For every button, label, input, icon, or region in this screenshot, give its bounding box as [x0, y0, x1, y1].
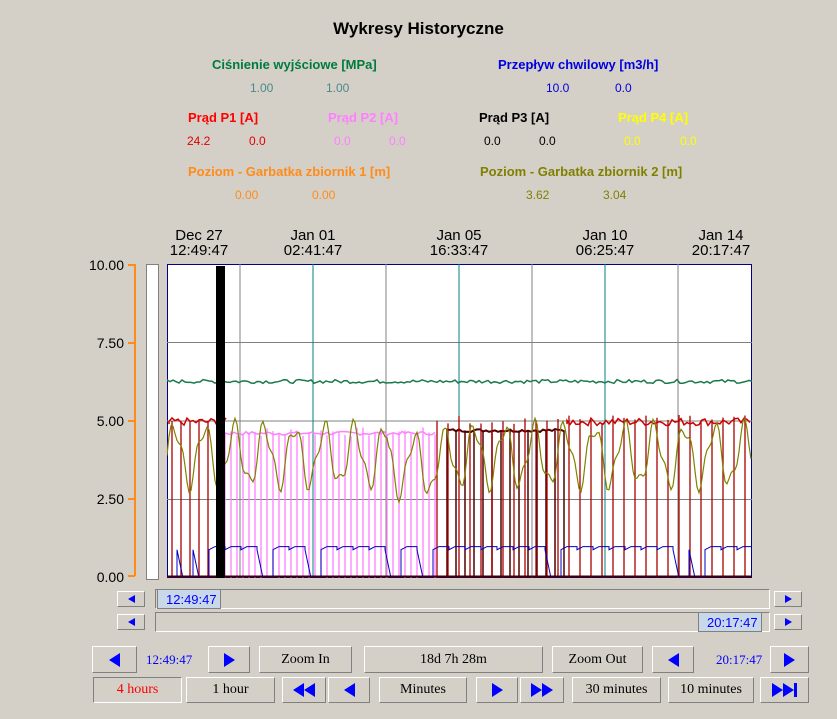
time-span-display: 18d 7h 28m	[364, 646, 543, 673]
arrow-right-icon	[772, 683, 783, 697]
p1-value-1: 24.2	[187, 134, 211, 148]
pressure-value-1: 1.00	[250, 81, 274, 95]
level1-value-1: 0.00	[235, 188, 259, 202]
y-tick-0: 0.00	[96, 569, 124, 585]
bar-icon	[794, 683, 797, 697]
cursor-bar	[216, 266, 225, 578]
x-tick-4: Jan 10 06:25:47	[575, 227, 635, 259]
x-tick-2: Jan 01 02:41:47	[283, 227, 343, 259]
legend-p3: Prąd P3 [A]	[479, 110, 550, 125]
arrow-right-icon	[784, 652, 795, 667]
pressure-value-2: 1.00	[326, 81, 350, 95]
p3-value-2: 0.0	[539, 134, 556, 148]
scroll-end-left-button[interactable]	[117, 614, 145, 630]
arrow-right-icon	[223, 652, 235, 667]
scroll-end-right-button[interactable]	[774, 614, 802, 630]
y-scale-slider[interactable]	[146, 264, 159, 580]
arrow-left-icon	[109, 652, 120, 667]
y-axis	[128, 264, 136, 577]
arrow-right-icon	[542, 683, 553, 697]
step-back-button[interactable]	[328, 677, 370, 703]
series	[167, 266, 752, 578]
arrow-right-icon	[783, 683, 794, 697]
end-forward-button[interactable]	[770, 646, 809, 673]
step-forward-button[interactable]	[476, 677, 518, 703]
arrow-right-icon	[531, 683, 542, 697]
minutes-button[interactable]: Minutes	[379, 677, 467, 703]
arrow-right-icon	[491, 683, 503, 697]
level2-value-1: 3.62	[526, 188, 550, 202]
y-tick-2-5: 2.50	[96, 491, 124, 507]
zoom-out-button[interactable]: Zoom Out	[552, 646, 643, 673]
history-chart[interactable]	[167, 264, 752, 578]
scroll-start-left-button[interactable]	[117, 591, 145, 607]
series-p3-spikes	[446, 430, 565, 578]
p2-value-2: 0.0	[389, 134, 406, 148]
y-tick-10: 10.00	[88, 257, 124, 273]
legend-p4: Prąd P4 [A]	[618, 110, 689, 125]
end-back-button[interactable]	[652, 646, 694, 673]
y-tick-7-5: 7.50	[96, 335, 124, 351]
x-tick-1: Dec 27 12:49:47	[169, 227, 229, 259]
arrow-left-icon	[304, 683, 315, 697]
y-tick-5: 5.00	[96, 413, 124, 429]
scroll-start-right-button[interactable]	[774, 591, 802, 607]
p4-value-2: 0.0	[680, 134, 697, 148]
p4-value-1: 0.0	[624, 134, 641, 148]
legend-level-1: Poziom - Garbatka zbiornik 1 [m]	[188, 164, 391, 179]
page-title: Wykresy Historyczne	[333, 19, 504, 38]
p1-value-2: 0.0	[249, 134, 266, 148]
go-to-end-button[interactable]	[760, 677, 809, 703]
arrow-left-icon	[667, 652, 679, 667]
x-tick-3: Jan 05 16:33:47	[429, 227, 489, 259]
range-1-hour-button[interactable]: 1 hour	[186, 677, 275, 703]
flow-value-1: 10.0	[546, 81, 570, 95]
arrow-left-icon	[293, 683, 304, 697]
level2-value-2: 3.04	[603, 188, 627, 202]
legend-flow: Przepływ chwilowy [m3/h]	[498, 57, 659, 72]
x-tick-5: Jan 14 20:17:47	[691, 227, 751, 259]
zoom-in-button[interactable]: Zoom In	[259, 646, 352, 673]
scroll-end-thumb[interactable]: 20:17:47	[698, 612, 762, 632]
end-time-label: 20:17:47	[716, 652, 763, 667]
legend-level-2: Poziom - Garbatka zbiornik 2 [m]	[480, 164, 683, 179]
series-p3-line	[446, 428, 565, 434]
start-time-label: 12:49:47	[146, 652, 193, 667]
p2-value-1: 0.0	[334, 134, 351, 148]
series-pressure-line	[167, 378, 752, 385]
arrow-left-icon	[343, 683, 355, 697]
fast-forward-button[interactable]	[520, 677, 564, 703]
series-p1-line-2	[566, 416, 751, 427]
series-p1-spikes	[171, 415, 746, 578]
start-back-button[interactable]	[92, 646, 137, 673]
p3-value-1: 0.0	[484, 134, 501, 148]
scroll-start-thumb[interactable]: 12:49:47	[157, 589, 221, 609]
start-forward-button[interactable]	[208, 646, 250, 673]
legend-pressure: Ciśnienie wyjściowe [MPa]	[212, 57, 377, 72]
fast-back-button[interactable]	[282, 677, 326, 703]
scroll-end-track[interactable]	[155, 612, 770, 632]
legend-p2: Prąd P2 [A]	[328, 110, 399, 125]
series-flow-line	[167, 546, 752, 578]
legend-p1: Prąd P1 [A]	[188, 110, 259, 125]
level1-value-2: 0.00	[312, 188, 336, 202]
scroll-start-track[interactable]	[155, 589, 770, 609]
range-10-minutes-button[interactable]: 10 minutes	[668, 677, 754, 703]
flow-value-2: 0.0	[615, 81, 632, 95]
range-30-minutes-button[interactable]: 30 minutes	[572, 677, 661, 703]
series-level2-line	[167, 416, 752, 505]
range-4-hours-button[interactable]: 4 hours	[93, 677, 182, 703]
